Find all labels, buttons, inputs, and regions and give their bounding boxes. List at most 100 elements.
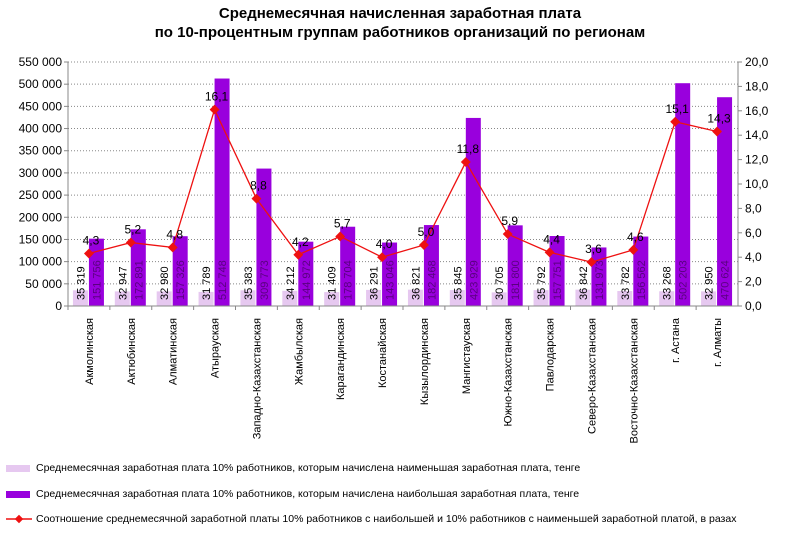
y-tick-label: 250 000: [19, 188, 63, 202]
bar-low: [701, 291, 717, 306]
data-label-high: 143 046: [385, 260, 397, 300]
bar-low: [114, 291, 130, 306]
legend-swatch-ratio: [6, 514, 32, 524]
y2-tick-label: 6,0: [745, 226, 762, 240]
data-label-high: 309 773: [259, 260, 271, 300]
ratio-label: 16,1: [205, 90, 229, 104]
data-label-high: 470 624: [720, 260, 732, 300]
ratio-marker: [628, 244, 639, 255]
x-tick-label: г. Астана: [670, 317, 682, 363]
title-line-1: Среднемесячная начисленная заработная пл…: [218, 5, 582, 22]
ratio-marker: [586, 257, 597, 268]
bar-low: [407, 289, 423, 306]
x-tick-label: Западно-Казахстанская: [251, 318, 263, 439]
bar-high: [507, 225, 523, 306]
y-tick-label: 500 000: [19, 77, 63, 91]
data-label-high: 182 468: [426, 260, 438, 300]
y2-tick-label: 4,0: [745, 250, 762, 264]
data-label-low: 32 950: [704, 266, 716, 300]
bar-high: [298, 241, 314, 306]
ratio-line: [88, 107, 718, 263]
bar-high: [675, 83, 691, 306]
y2-tick-label: 16,0: [745, 104, 769, 118]
ratio-marker: [293, 249, 304, 260]
ratio-label: 8,8: [250, 179, 267, 193]
bar-low: [240, 290, 256, 306]
bar-low: [366, 289, 382, 306]
data-label-low: 35 383: [243, 266, 255, 300]
ratio-marker: [377, 252, 388, 263]
x-tick-label: Акмолинская: [84, 318, 96, 385]
bar-high: [465, 117, 481, 306]
legend-label-low: Среднемесячная заработная плата 10% рабо…: [36, 462, 581, 474]
y-tick-label: 300 000: [19, 166, 63, 180]
data-label-low: 33 782: [620, 266, 632, 300]
bar-low: [533, 290, 549, 306]
bar-low: [156, 291, 172, 306]
bar-high: [633, 236, 649, 306]
bar-high: [717, 97, 733, 306]
y2-tick-label: 10,0: [745, 177, 769, 191]
ratio-label: 5,2: [124, 223, 141, 237]
data-label-low: 30 705: [494, 266, 506, 300]
ratio-marker: [418, 240, 429, 250]
ratio-marker: [83, 248, 94, 259]
y2-tick-label: 12,0: [745, 153, 769, 167]
x-tick-label: г. Алматы: [712, 318, 724, 367]
ratio-marker: [209, 104, 220, 115]
bar-low: [617, 291, 633, 306]
bar-low: [575, 289, 591, 306]
bar-low: [282, 290, 298, 306]
bar-low: [72, 290, 88, 306]
y2-tick-label: 20,0: [745, 55, 769, 69]
ratio-marker: [167, 242, 178, 253]
x-tick-label: Карагандинская: [335, 318, 347, 400]
y2-tick-label: 14,0: [745, 128, 769, 142]
bar-high: [88, 238, 104, 306]
data-label-low: 36 291: [369, 266, 381, 300]
data-label-high: 156 562: [636, 260, 648, 300]
data-label-high: 512 748: [217, 260, 229, 300]
bar-low: [449, 290, 465, 306]
x-tick-label: Южно-Казахстанская: [503, 318, 515, 427]
ratio-label: 14,3: [707, 112, 731, 126]
data-label-low: 31 789: [201, 266, 213, 300]
bar-high: [130, 229, 146, 306]
y-tick-label: 50 000: [25, 277, 62, 291]
data-label-low: 36 842: [578, 266, 590, 300]
legend-label-ratio: Соотношение среднемесячной заработной пл…: [36, 513, 737, 525]
data-label-low: 34 212: [285, 266, 297, 300]
y2-tick-label: 18,0: [745, 79, 769, 93]
data-label-low: 35 845: [452, 266, 464, 300]
data-label-high: 181 800: [510, 260, 522, 300]
ratio-label: 4,6: [627, 230, 644, 244]
ratio-marker: [670, 116, 681, 127]
x-tick-label: Северо-Казахстанская: [586, 318, 598, 434]
x-tick-label: Восточно-Казахстанская: [628, 318, 640, 444]
ratio-label: 5,9: [501, 214, 518, 228]
y-tick-label: 450 000: [19, 99, 63, 113]
legend-swatch-low: [6, 465, 30, 472]
ratio-label: 4,2: [292, 235, 309, 249]
data-label-low: 35 319: [75, 266, 87, 300]
ratio-label: 3,6: [585, 242, 602, 256]
ratio-marker: [335, 231, 346, 242]
bar-low: [324, 292, 340, 306]
x-tick-label: Актюбинская: [126, 318, 138, 385]
title-line-2: по 10-процентным группам работников орга…: [154, 24, 646, 41]
x-tick-label: Жамбылская: [293, 318, 305, 385]
bar-high: [382, 242, 398, 306]
ratio-label: 4,8: [166, 227, 183, 241]
y-tick-label: 100 000: [19, 255, 63, 269]
data-label-low: 31 409: [327, 266, 339, 300]
y-tick-label: 550 000: [19, 55, 63, 69]
y2-tick-label: 8,0: [745, 201, 762, 215]
ratio-label: 5,0: [418, 225, 435, 239]
data-label-high: 502 203: [678, 260, 690, 300]
ratio-label: 4,0: [376, 237, 393, 251]
data-label-high: 157 326: [175, 260, 187, 300]
bar-high: [340, 226, 356, 306]
chart-title: Среднемесячная начисленная заработная пл…: [0, 4, 800, 42]
